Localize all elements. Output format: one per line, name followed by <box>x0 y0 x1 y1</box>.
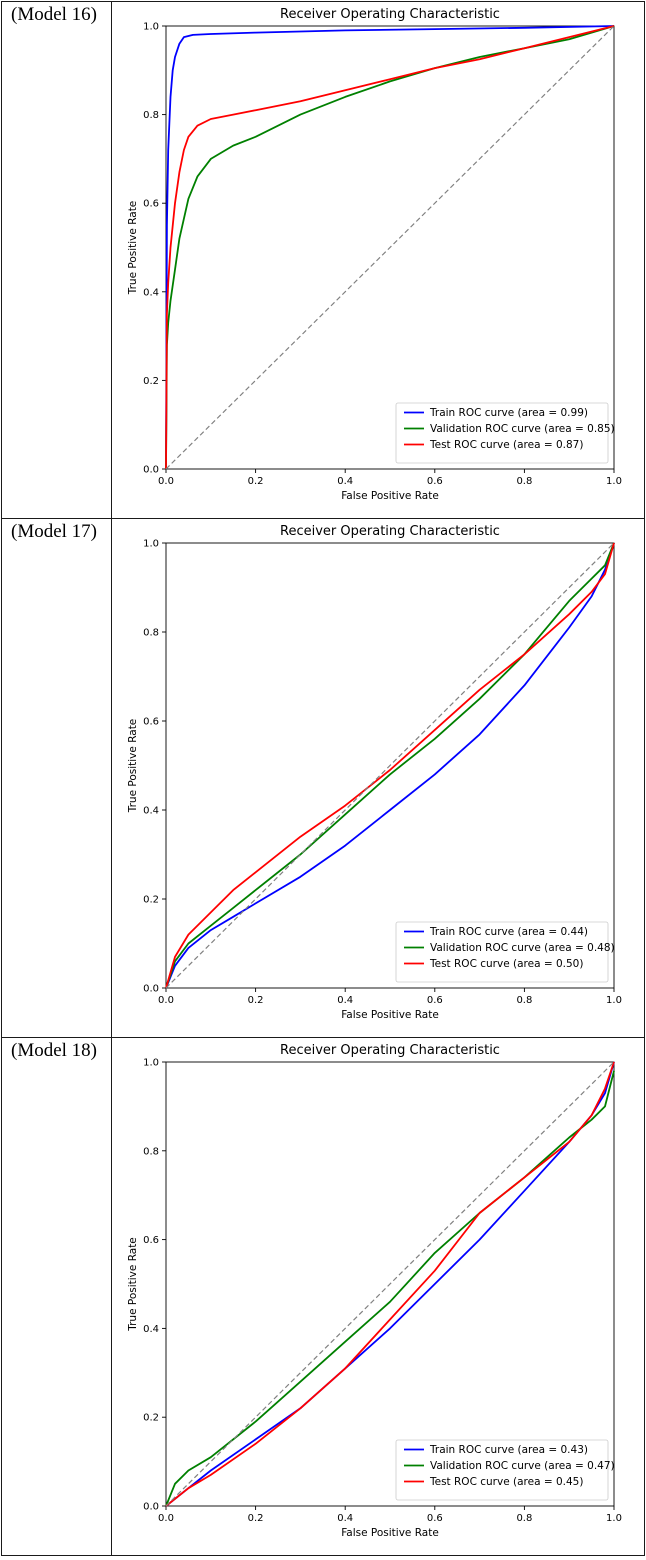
legend-entry: Validation ROC curve (area = 0.48) <box>430 942 615 954</box>
legend-entry: Test ROC curve (area = 0.87) <box>429 439 583 451</box>
y-tick-label: 0.0 <box>143 984 159 995</box>
x-tick-label: 0.8 <box>516 476 532 487</box>
legend-entry: Train ROC curve (area = 0.44) <box>429 926 588 938</box>
x-tick-label: 1.0 <box>606 476 622 487</box>
roc-curve-line <box>165 542 615 989</box>
legend: Train ROC curve (area = 0.99) Validation … <box>395 402 615 464</box>
roc-curve-line <box>165 25 615 470</box>
x-axis-label: False Positive Rate <box>341 490 439 502</box>
x-tick-label: 0.2 <box>248 476 264 487</box>
plot-frame <box>165 1061 615 1507</box>
x-axis-label: False Positive Rate <box>341 1527 439 1539</box>
model-label-cell: (Model 16) <box>1 1 112 519</box>
legend-entry: Train ROC curve (area = 0.99) <box>429 407 588 419</box>
roc-curve-line <box>165 25 615 470</box>
chart-cell: Receiver Operating Characteristic 0.0 0.2 0… <box>111 1037 645 1556</box>
model-label: (Model 16) <box>11 4 98 25</box>
y-tick-label: 0.4 <box>143 1324 159 1335</box>
model-label: (Model 18) <box>11 1040 98 1061</box>
x-tick-label: 0.4 <box>337 1513 353 1524</box>
legend-box <box>395 402 609 464</box>
chart-title: Receiver Operating Characteristic <box>280 7 500 22</box>
y-tick-label: 0.4 <box>143 806 159 817</box>
roc-chart-model-17: Receiver Operating Characteristic 0.0 0.2 0… <box>127 524 622 1021</box>
y-tick-label: 0.2 <box>143 1413 159 1424</box>
chart-cell: Receiver Operating Characteristic 0.0 0.2 0… <box>111 518 645 1038</box>
roc-curve-line <box>165 542 615 989</box>
x-tick-label: 1.0 <box>606 1513 622 1524</box>
panel-row-model-16: (Model 16) Receiver Operating Characteri… <box>1 1 645 519</box>
y-tick-label: 0.8 <box>143 628 159 639</box>
x-tick-label: 0.8 <box>516 1513 532 1524</box>
y-tick-label: 0.0 <box>143 1502 159 1513</box>
legend-entry: Validation ROC curve (area = 0.85) <box>430 423 615 435</box>
y-tick-label: 0.8 <box>143 1146 159 1157</box>
x-tick-label: 1.0 <box>606 995 622 1006</box>
roc-chart-model-18: Receiver Operating Characteristic 0.0 0.2 0… <box>127 1043 622 1539</box>
roc-curve-line <box>165 25 615 470</box>
y-tick-label: 0.0 <box>143 465 159 476</box>
panel-row-model-18: (Model 18) Receiver Operating Characteri… <box>1 1037 645 1556</box>
y-axis-label: True Positive Rate <box>127 1237 139 1332</box>
y-tick-label: 0.6 <box>143 717 159 728</box>
chart-cell: Receiver Operating Characteristic 0.0 0.2 0… <box>111 1 645 519</box>
legend-box <box>395 1439 609 1501</box>
chance-line <box>165 25 615 470</box>
x-tick-label: 0.6 <box>427 1513 443 1524</box>
chance-line <box>165 542 615 989</box>
chart-title: Receiver Operating Characteristic <box>280 524 500 539</box>
legend: Train ROC curve (area = 0.43) Validation … <box>395 1439 615 1501</box>
y-axis-label: True Positive Rate <box>127 719 139 814</box>
legend-box <box>395 921 609 983</box>
model-label: (Model 17) <box>11 521 98 542</box>
y-tick-label: 0.8 <box>143 110 159 121</box>
x-tick-label: 0.4 <box>337 476 353 487</box>
y-tick-label: 0.6 <box>143 199 159 210</box>
roc-curve-line <box>165 1070 615 1507</box>
y-tick-label: 0.4 <box>143 287 159 298</box>
x-tick-label: 0.6 <box>427 995 443 1006</box>
legend: Train ROC curve (area = 0.44) Validation … <box>395 921 615 983</box>
x-tick-label: 0.0 <box>158 1513 174 1524</box>
chart-title: Receiver Operating Characteristic <box>280 1043 500 1058</box>
roc-chart-model-16: Receiver Operating Characteristic 0.0 0.2 0… <box>127 7 622 502</box>
y-tick-label: 0.6 <box>143 1235 159 1246</box>
legend-entry: Test ROC curve (area = 0.45) <box>429 1476 583 1488</box>
x-tick-label: 0.4 <box>337 995 353 1006</box>
x-tick-label: 0.8 <box>516 995 532 1006</box>
x-axis-label: False Positive Rate <box>341 1009 439 1021</box>
legend-entry: Validation ROC curve (area = 0.47) <box>430 1460 615 1472</box>
y-tick-label: 0.2 <box>143 895 159 906</box>
y-tick-label: 1.0 <box>143 1058 159 1069</box>
x-tick-label: 0.2 <box>248 1513 264 1524</box>
x-tick-label: 0.0 <box>158 476 174 487</box>
y-tick-label: 0.2 <box>143 376 159 387</box>
model-label-cell: (Model 18) <box>1 1037 112 1556</box>
y-tick-label: 1.0 <box>143 22 159 33</box>
model-label-cell: (Model 17) <box>1 518 112 1038</box>
panel-row-model-17: (Model 17) Receiver Operating Characteri… <box>1 518 645 1038</box>
x-tick-label: 0.6 <box>427 476 443 487</box>
y-tick-label: 1.0 <box>143 539 159 550</box>
legend-entry: Test ROC curve (area = 0.50) <box>429 958 583 970</box>
x-tick-label: 0.0 <box>158 995 174 1006</box>
plot-frame <box>165 542 615 989</box>
legend-entry: Train ROC curve (area = 0.43) <box>429 1444 588 1456</box>
chance-line <box>165 1061 615 1507</box>
x-tick-label: 0.2 <box>248 995 264 1006</box>
roc-curve-line <box>165 1061 615 1507</box>
y-axis-label: True Positive Rate <box>127 201 139 296</box>
